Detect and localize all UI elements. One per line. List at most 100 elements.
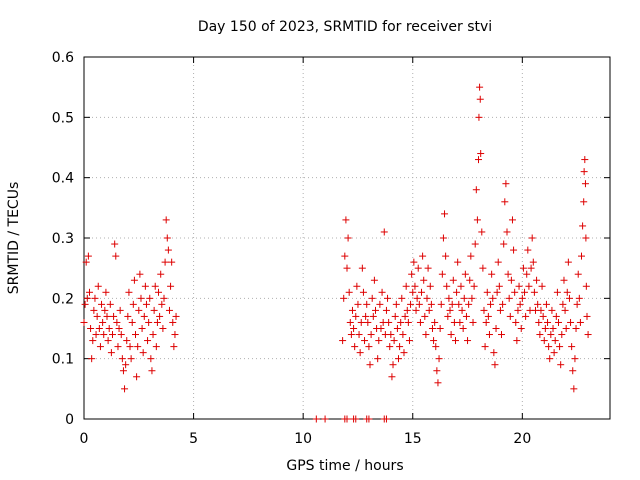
data-point	[456, 318, 464, 326]
data-point	[521, 288, 529, 296]
data-point	[401, 312, 409, 320]
y-tick-label: 0.3	[52, 231, 74, 247]
data-point	[470, 282, 478, 290]
data-point	[135, 306, 143, 314]
data-point	[169, 318, 177, 326]
data-point	[508, 216, 516, 224]
data-point	[575, 294, 583, 302]
data-point	[579, 222, 587, 230]
data-point	[138, 325, 146, 332]
data-point	[128, 318, 136, 326]
data-point	[475, 156, 482, 164]
data-point	[476, 95, 484, 103]
data-point	[502, 180, 510, 188]
data-point	[491, 361, 499, 369]
data-point	[484, 312, 492, 320]
data-point	[507, 276, 515, 284]
data-point	[525, 282, 533, 290]
data-point	[472, 186, 480, 194]
data-point	[91, 294, 99, 302]
data-point	[112, 252, 120, 260]
data-point	[568, 343, 576, 351]
y-tick-label: 0.2	[52, 291, 74, 307]
data-point	[445, 294, 453, 302]
data-point	[438, 270, 446, 278]
data-point	[168, 258, 176, 266]
data-point	[378, 288, 386, 296]
data-point	[400, 349, 408, 357]
x-axis: 0 5 10 15 20	[80, 57, 531, 447]
data-point	[96, 343, 104, 351]
data-point	[501, 198, 509, 206]
data-point	[519, 264, 527, 272]
data-point	[529, 258, 537, 266]
data-point	[121, 385, 129, 393]
data-point	[492, 325, 500, 332]
y-tick-label: 0.4	[52, 171, 74, 187]
data-point	[538, 282, 546, 290]
data-point	[150, 306, 158, 314]
data-point	[364, 318, 372, 326]
data-point	[528, 234, 536, 242]
data-point	[171, 331, 179, 339]
data-point	[405, 337, 413, 345]
data-point	[542, 300, 550, 308]
data-point	[498, 331, 506, 339]
data-point	[469, 318, 477, 326]
data-point	[152, 343, 160, 351]
data-point	[443, 282, 451, 290]
data-point	[550, 349, 558, 357]
data-point	[583, 312, 591, 320]
data-point	[411, 282, 419, 290]
grid	[84, 57, 610, 419]
data-point	[162, 216, 170, 224]
data-point	[361, 337, 369, 345]
data-point	[387, 331, 395, 339]
data-point	[522, 312, 530, 320]
data-point	[584, 331, 592, 339]
data-point	[424, 264, 432, 272]
data-point	[446, 306, 454, 314]
data-point	[105, 325, 113, 332]
data-point	[404, 318, 412, 326]
data-point	[541, 325, 549, 332]
data-point	[399, 331, 407, 339]
data-point	[539, 312, 547, 320]
data-point	[104, 337, 112, 345]
data-point	[377, 325, 385, 332]
data-point	[100, 331, 108, 339]
zero-marker	[343, 415, 351, 423]
data-point	[455, 300, 463, 308]
data-point	[376, 300, 384, 308]
data-point	[149, 331, 157, 339]
data-point	[569, 367, 577, 375]
data-point	[354, 300, 362, 308]
data-point	[580, 168, 588, 176]
y-tick-label: 0.6	[52, 50, 74, 66]
data-point	[90, 306, 98, 314]
data-point	[125, 288, 133, 296]
data-point	[170, 343, 178, 351]
data-point	[479, 264, 487, 272]
data-point	[139, 349, 147, 357]
data-point	[167, 282, 175, 290]
data-point	[380, 228, 388, 236]
x-tick-label: 15	[404, 431, 422, 447]
data-point	[122, 361, 130, 369]
data-point	[514, 306, 522, 314]
data-point	[87, 325, 95, 332]
data-point	[581, 156, 589, 164]
data-point	[420, 276, 428, 284]
data-point	[433, 367, 441, 375]
data-point	[368, 294, 376, 302]
data-point	[148, 367, 156, 375]
data-point	[517, 325, 525, 332]
data-point	[564, 258, 572, 266]
data-point	[140, 312, 148, 320]
data-point	[83, 294, 91, 302]
data-point	[117, 331, 125, 339]
data-point	[356, 349, 364, 357]
data-point	[388, 373, 396, 381]
